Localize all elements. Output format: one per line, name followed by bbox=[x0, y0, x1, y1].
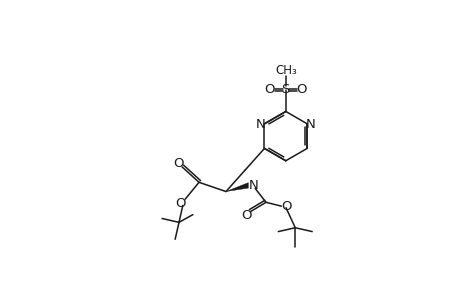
Text: O: O bbox=[173, 157, 183, 169]
Text: S: S bbox=[281, 83, 289, 96]
Text: O: O bbox=[264, 83, 274, 96]
Polygon shape bbox=[225, 183, 248, 191]
Text: O: O bbox=[175, 197, 185, 210]
Text: O: O bbox=[241, 209, 252, 222]
Text: N: N bbox=[248, 179, 258, 192]
Text: N: N bbox=[255, 118, 265, 131]
Text: N: N bbox=[305, 118, 315, 131]
Text: O: O bbox=[280, 200, 291, 213]
Text: CH₃: CH₃ bbox=[274, 64, 296, 77]
Text: O: O bbox=[296, 83, 307, 96]
